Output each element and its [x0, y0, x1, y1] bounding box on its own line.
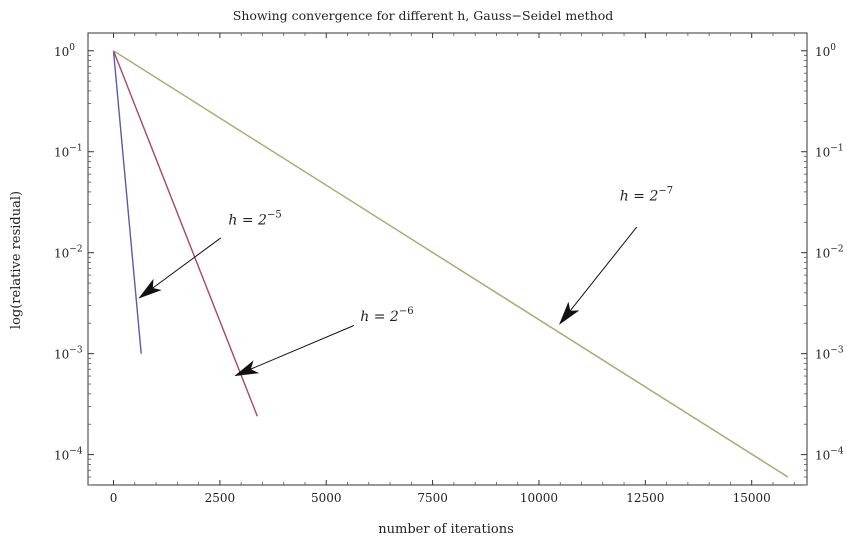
series-line-3 [113, 50, 789, 478]
y-tick-label-left: 10−1 [54, 144, 83, 160]
x-tick-label: 12500 [626, 491, 664, 505]
y-tick-label-right: 10−2 [815, 245, 844, 261]
y-tick-label-left: 10−2 [54, 245, 83, 261]
y-tick-label-left: 10−4 [54, 447, 83, 463]
annotation-arrow-h-2-5 [138, 237, 222, 299]
y-tick-label-right: 10−3 [815, 346, 844, 362]
y-tick-label-right: 10−4 [815, 447, 844, 463]
x-tick-label: 2500 [205, 491, 236, 505]
y-tick-label-right: 100 [815, 43, 836, 59]
annotation-arrow-h-2-7 [558, 226, 638, 325]
plot-frame [87, 32, 808, 486]
annotation-label-h-2-6: h = 2−6 [360, 306, 413, 325]
chart-title: Showing convergence for different h, Gau… [233, 8, 613, 23]
x-tick-label: 15000 [733, 491, 771, 505]
x-axis-label: number of iterations [378, 522, 514, 537]
y-axis-label: log(relative residual) [9, 191, 24, 329]
annotation-arrow-h-2-6 [234, 325, 355, 377]
y-tick-label-right: 10−1 [815, 144, 844, 160]
series-line-1 [112, 50, 142, 354]
series-group [112, 50, 789, 478]
annotation-label-h-2-5: h = 2−5 [228, 210, 281, 229]
x-axis: 0 2500 5000 7500 10000 12500 15000 [110, 33, 795, 505]
annotations-group: h = 2−5 h = 2−6 h = 2−7 [138, 185, 673, 377]
x-tick-label: 7500 [417, 491, 448, 505]
annotation-label-h-2-7: h = 2−7 [620, 185, 673, 204]
y-tick-label-left: 100 [54, 43, 75, 59]
y-tick-label-left: 10−3 [54, 346, 83, 362]
x-tick-label: 0 [110, 491, 118, 505]
x-tick-label: 5000 [311, 491, 342, 505]
x-tick-label: 10000 [520, 491, 558, 505]
series-line-2 [112, 50, 258, 417]
y-axis: 100 100 10−1 10−1 10−2 10−2 10−3 10−3 10−4 10−4 [54, 43, 844, 486]
